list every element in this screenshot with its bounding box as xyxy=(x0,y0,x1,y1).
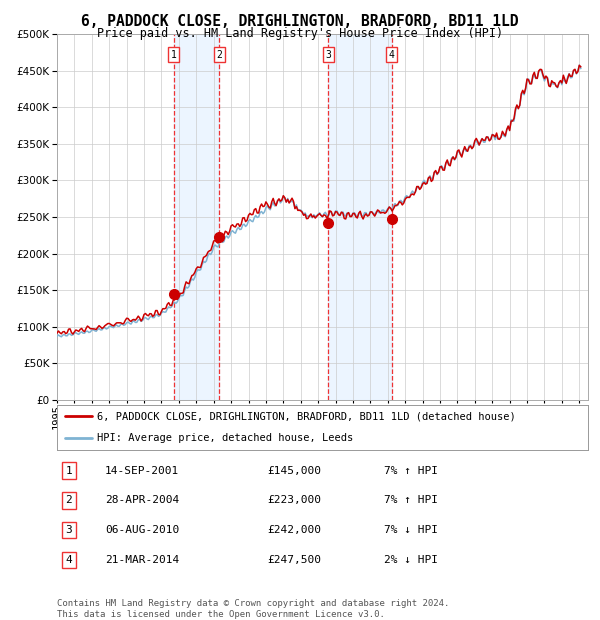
Text: 7% ↓ HPI: 7% ↓ HPI xyxy=(384,525,438,535)
Text: £247,500: £247,500 xyxy=(267,555,321,565)
Text: 21-MAR-2014: 21-MAR-2014 xyxy=(105,555,179,565)
Text: 2: 2 xyxy=(217,50,222,60)
Bar xyxy=(174,34,219,400)
Text: HPI: Average price, detached house, Leeds: HPI: Average price, detached house, Leed… xyxy=(97,433,353,443)
Text: 6, PADDOCK CLOSE, DRIGHLINGTON, BRADFORD, BD11 1LD: 6, PADDOCK CLOSE, DRIGHLINGTON, BRADFORD… xyxy=(81,14,519,29)
Text: 3: 3 xyxy=(65,525,73,535)
Text: 1: 1 xyxy=(65,466,73,476)
Text: Price paid vs. HM Land Registry's House Price Index (HPI): Price paid vs. HM Land Registry's House … xyxy=(97,27,503,40)
Text: 06-AUG-2010: 06-AUG-2010 xyxy=(105,525,179,535)
Text: £223,000: £223,000 xyxy=(267,495,321,505)
Text: 2: 2 xyxy=(65,495,73,505)
Text: 14-SEP-2001: 14-SEP-2001 xyxy=(105,466,179,476)
Text: £145,000: £145,000 xyxy=(267,466,321,476)
Text: 28-APR-2004: 28-APR-2004 xyxy=(105,495,179,505)
Text: 4: 4 xyxy=(65,555,73,565)
Text: 7% ↑ HPI: 7% ↑ HPI xyxy=(384,466,438,476)
Text: Contains HM Land Registry data © Crown copyright and database right 2024.
This d: Contains HM Land Registry data © Crown c… xyxy=(57,600,449,619)
Text: 1: 1 xyxy=(171,50,177,60)
Bar xyxy=(328,34,392,400)
Text: 7% ↑ HPI: 7% ↑ HPI xyxy=(384,495,438,505)
Text: 2% ↓ HPI: 2% ↓ HPI xyxy=(384,555,438,565)
Text: 4: 4 xyxy=(389,50,395,60)
Text: 3: 3 xyxy=(325,50,331,60)
Text: 6, PADDOCK CLOSE, DRIGHLINGTON, BRADFORD, BD11 1LD (detached house): 6, PADDOCK CLOSE, DRIGHLINGTON, BRADFORD… xyxy=(97,412,515,422)
Text: £242,000: £242,000 xyxy=(267,525,321,535)
